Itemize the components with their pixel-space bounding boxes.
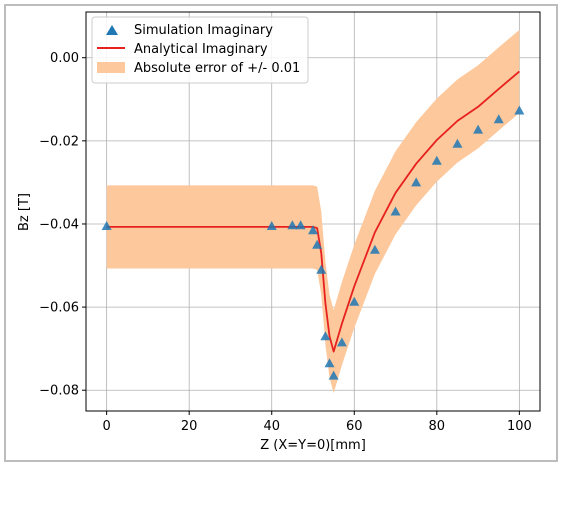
x-tick-label: 100: [507, 419, 532, 434]
y-tick-label: −0.04: [39, 217, 79, 232]
simulation-marker: [316, 264, 327, 274]
simulation-marker: [452, 138, 463, 148]
legend-label-simulation: Simulation Imaginary: [134, 23, 273, 38]
legend-label-analytical: Analytical Imaginary: [134, 42, 268, 57]
axis-ticks: 0 20 40 60 80 100 0.00 −0.02 −0.04 −0.06 −0.08: [39, 51, 532, 434]
x-tick-label: 20: [181, 419, 198, 434]
simulation-marker: [349, 296, 360, 306]
error-band-area: [106, 29, 520, 394]
simulation-marker: [514, 105, 525, 115]
simulation-marker: [493, 114, 504, 124]
simulation-marker: [320, 331, 331, 341]
simulation-marker: [431, 155, 442, 165]
simulation-marker: [324, 358, 335, 368]
legend-swatch-error: [97, 62, 125, 73]
y-axis-label: Bz [T]: [17, 193, 32, 231]
simulation-marker: [295, 220, 306, 230]
error-band: [106, 29, 520, 394]
plot-area-border: [85, 11, 541, 412]
x-tick-label: 40: [263, 419, 280, 434]
legend-marker-simulation: [106, 25, 118, 35]
legend: Simulation Imaginary Analytical Imaginar…: [91, 16, 309, 84]
y-tick-label: −0.08: [39, 384, 79, 399]
y-tick-label: −0.06: [39, 301, 79, 316]
x-tick-label: 60: [346, 419, 363, 434]
simulation-markers: [101, 105, 525, 380]
simulation-marker: [101, 221, 112, 231]
y-tick-label: −0.02: [39, 134, 79, 149]
simulation-marker: [328, 370, 339, 380]
legend-label-error: Absolute error of +/- 0.01: [134, 61, 300, 76]
simulation-marker: [390, 206, 401, 216]
x-tick-label: 0: [102, 419, 110, 434]
simulation-marker: [411, 177, 422, 187]
legend-box: [91, 16, 309, 84]
x-axis-label: Z (X=Y=0)[mm]: [260, 438, 366, 453]
y-tick-label: 0.00: [50, 51, 79, 66]
x-tick-label: 80: [429, 419, 446, 434]
simulation-marker: [336, 337, 347, 347]
simulation-marker: [473, 124, 484, 134]
simulation-marker: [369, 244, 380, 254]
simulation-marker: [312, 239, 323, 249]
simulation-marker: [308, 225, 318, 235]
simulation-marker: [266, 221, 277, 231]
simulation-marker: [287, 220, 298, 230]
